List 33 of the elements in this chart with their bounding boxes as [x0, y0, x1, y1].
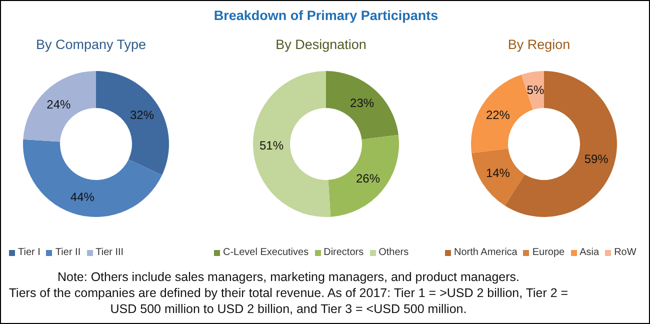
donut-slice: [253, 71, 331, 217]
legend-label: RoW: [613, 247, 636, 258]
legend-label: Tier II: [54, 247, 81, 258]
data-label: 51%: [260, 138, 284, 153]
legend-label: Others: [378, 247, 409, 258]
legend-label: Tier I: [17, 247, 40, 258]
legend-label: C-Level Executives: [222, 247, 309, 258]
legend-label: Tier III: [94, 247, 124, 258]
legend-label: Asia: [578, 247, 600, 258]
donut-slice: [328, 134, 399, 217]
data-label: 26%: [356, 172, 380, 186]
donut-slice: [472, 148, 525, 206]
donut-slice: [326, 71, 398, 140]
data-label: 22%: [486, 108, 510, 122]
text: Note: Others include sales managers, marketing managers, and product managers.: [56, 269, 521, 285]
data-label: 59%: [584, 152, 609, 166]
data-label: 44%: [70, 190, 95, 204]
chart-title: By Region: [506, 37, 572, 52]
text: Tiers of the companies are defined by their total revenue. As of 2017: Tier 1 = >USD 2 billion, Tier 2 = USD 500 million to USD 2 billion, and Tier 3 = <USD 500 million.: [8, 285, 570, 317]
data-label: 23%: [350, 96, 374, 110]
donut-slice: [23, 71, 96, 142]
data-label: 5%: [526, 83, 544, 98]
donut-slice: [96, 71, 169, 176]
legend-label: Directors: [322, 247, 364, 258]
legend-label: North America: [453, 247, 518, 258]
data-label: 24%: [46, 97, 72, 112]
donut-slice: [23, 139, 162, 217]
data-label: 32%: [130, 108, 154, 122]
chart-title: By Designation: [274, 37, 368, 52]
chart-title: By Company Type: [34, 37, 148, 52]
text: Breakdown of Primary Participants: [212, 8, 440, 23]
data-label: 14%: [486, 166, 510, 180]
legend-label: Europe: [531, 247, 565, 258]
